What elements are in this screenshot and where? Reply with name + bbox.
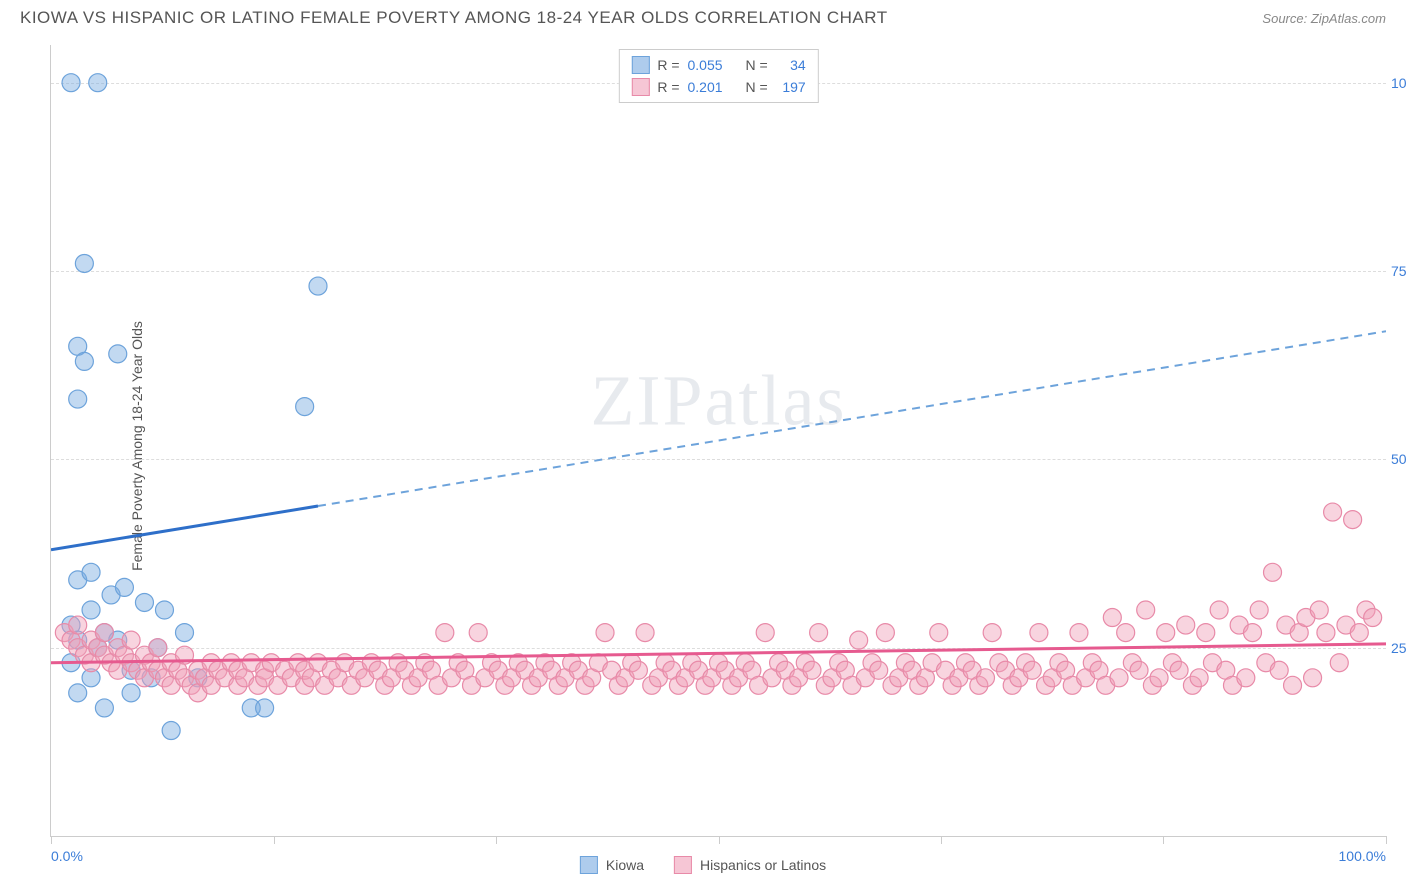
x-tick bbox=[719, 836, 720, 844]
legend-swatch-hispanic-icon bbox=[674, 856, 692, 874]
x-tick bbox=[1163, 836, 1164, 844]
legend-row-kiowa: R = 0.055 N = 34 bbox=[631, 54, 805, 76]
x-tick bbox=[496, 836, 497, 844]
chart-plot-area: R = 0.055 N = 34 R = 0.201 N = 197 ZIPat… bbox=[50, 45, 1386, 837]
x-tick bbox=[941, 836, 942, 844]
chart-header: KIOWA VS HISPANIC OR LATINO FEMALE POVER… bbox=[0, 0, 1406, 34]
series-legend: Kiowa Hispanics or Latinos bbox=[580, 856, 826, 874]
x-tick-label: 100.0% bbox=[1339, 848, 1386, 864]
y-tick-label: 100.0% bbox=[1391, 75, 1406, 91]
y-tick-label: 50.0% bbox=[1391, 451, 1406, 467]
scatter-plot-svg bbox=[51, 45, 1386, 836]
source-attribution: Source: ZipAtlas.com bbox=[1262, 11, 1386, 26]
x-tick bbox=[1386, 836, 1387, 844]
x-tick bbox=[51, 836, 52, 844]
legend-swatch-kiowa bbox=[631, 56, 649, 74]
legend-swatch-kiowa-icon bbox=[580, 856, 598, 874]
legend-row-hispanic: R = 0.201 N = 197 bbox=[631, 76, 805, 98]
y-tick-label: 75.0% bbox=[1391, 263, 1406, 279]
correlation-legend: R = 0.055 N = 34 R = 0.201 N = 197 bbox=[618, 49, 818, 103]
x-tick bbox=[274, 836, 275, 844]
x-tick-label: 0.0% bbox=[51, 848, 83, 864]
chart-title: KIOWA VS HISPANIC OR LATINO FEMALE POVER… bbox=[20, 8, 888, 28]
y-tick-label: 25.0% bbox=[1391, 640, 1406, 656]
legend-item-hispanic: Hispanics or Latinos bbox=[674, 856, 826, 874]
legend-item-kiowa: Kiowa bbox=[580, 856, 644, 874]
legend-swatch-hispanic bbox=[631, 78, 649, 96]
